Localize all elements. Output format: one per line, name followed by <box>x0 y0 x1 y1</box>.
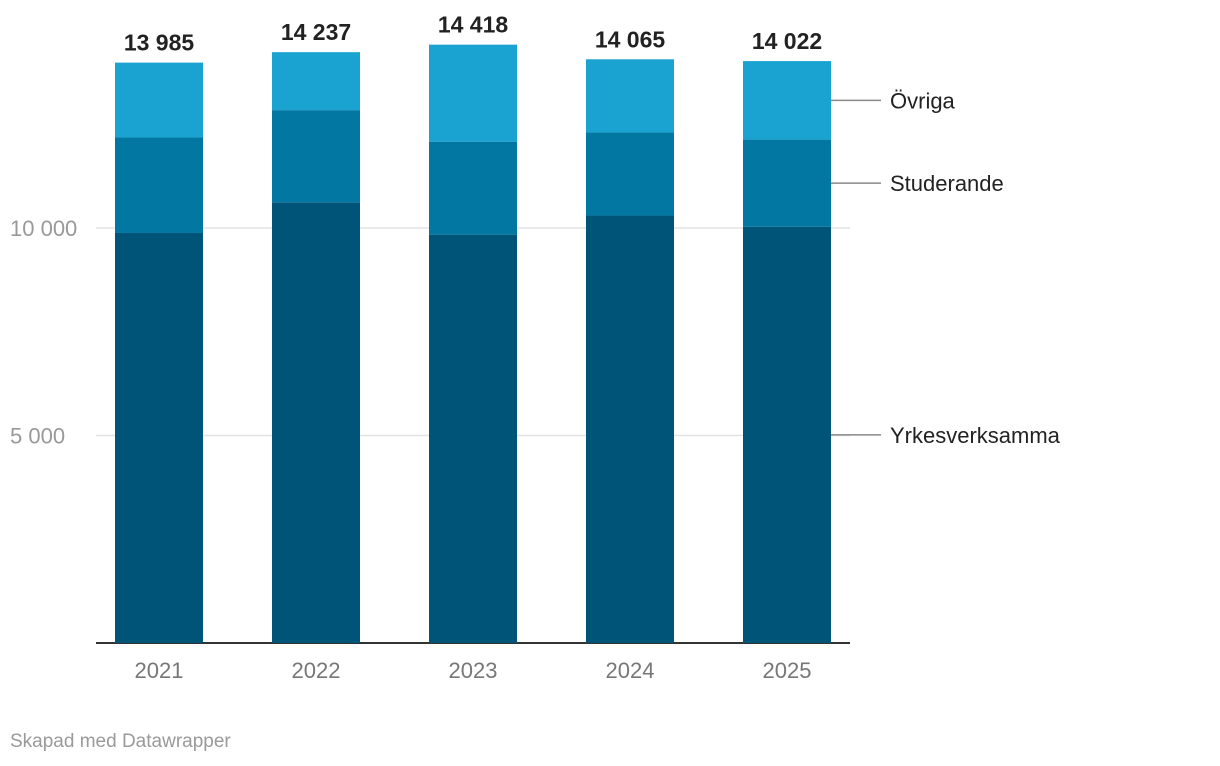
bar-segment <box>743 139 831 227</box>
bar-segment <box>272 52 360 111</box>
bars <box>115 44 831 644</box>
y-tick-label: 10 000 <box>10 216 77 241</box>
bar-segment <box>115 62 203 138</box>
bar-segment <box>272 110 360 203</box>
legend-label: Studerande <box>890 171 1004 196</box>
bar-segment <box>115 232 203 644</box>
x-tick-label: 2024 <box>606 658 655 683</box>
labels: 5 000 10 000 13 985 2021 14 237 2022 14 418 202… <box>10 12 822 683</box>
bar-segment <box>586 59 674 133</box>
bar-segment <box>429 141 517 235</box>
bar-total-label: 14 065 <box>595 26 666 52</box>
credit-footer: Skapad med Datawrapper <box>10 731 231 752</box>
x-tick-label: 2025 <box>763 658 812 683</box>
bar-segment <box>586 215 674 644</box>
bar-segment <box>586 132 674 216</box>
bar-segment <box>743 226 831 643</box>
bar-total-label: 14 237 <box>281 19 351 45</box>
bar-segment <box>429 44 517 142</box>
bar-total-label: 14 022 <box>752 28 822 54</box>
x-tick-label: 2022 <box>292 658 341 683</box>
bar-total-label: 14 418 <box>438 12 509 38</box>
bar-segment <box>115 137 203 233</box>
y-tick-label: 5 000 <box>10 424 65 449</box>
legend-label: Yrkesverksamma <box>890 423 1061 448</box>
legend: Yrkesverksamma Studerande Övriga <box>831 88 1061 448</box>
bar-segment <box>272 202 360 643</box>
x-tick-label: 2023 <box>449 658 498 683</box>
bar-segment <box>429 234 517 643</box>
legend-label: Övriga <box>890 88 956 113</box>
bar-segment <box>743 61 831 140</box>
x-tick-label: 2021 <box>135 658 184 683</box>
bar-total-label: 13 985 <box>124 30 195 56</box>
